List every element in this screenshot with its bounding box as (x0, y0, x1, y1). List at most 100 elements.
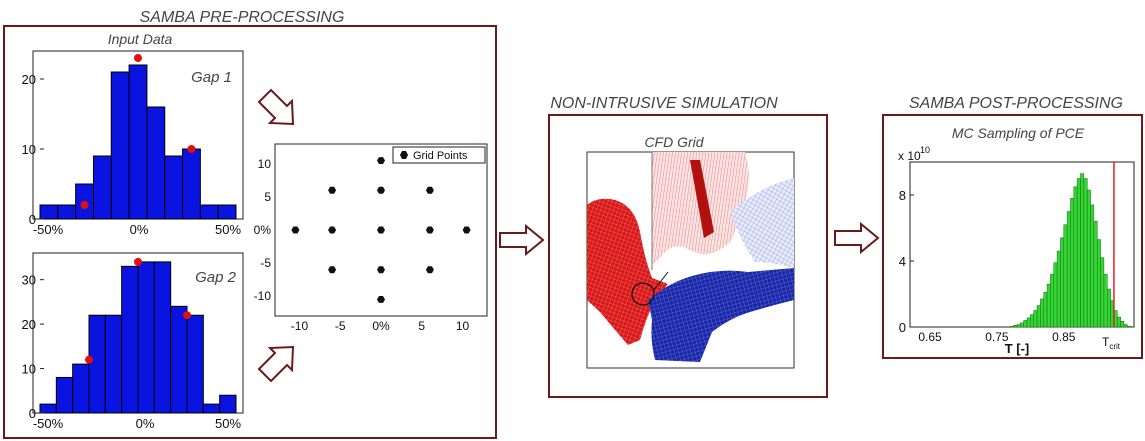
gap1-markers (80, 54, 196, 209)
grid-point (425, 266, 434, 274)
grid-y-tick-label: -5 (260, 256, 271, 270)
mc-bar (1123, 324, 1128, 328)
gap2-y-tick-label: 20 (22, 317, 36, 332)
gap2-bar (186, 314, 204, 414)
mc-bar (1036, 305, 1041, 328)
simulation-frame (548, 114, 828, 398)
gap1-x-tick-label: 50% (215, 222, 241, 237)
mc-bar (1073, 186, 1078, 328)
mc-bar (1020, 322, 1024, 328)
mc-bar (1046, 283, 1051, 328)
mc-bar (1070, 198, 1075, 328)
gap2-x-tick-label: 0% (136, 416, 155, 431)
gap2-marker (134, 257, 142, 266)
mc-tcrit-sub: crit (1109, 342, 1120, 351)
grid-point (377, 296, 385, 303)
gap2-label: Gap 2 (195, 269, 237, 286)
grid-x-tick-label: 10 (456, 319, 470, 333)
gap2-bar (170, 305, 188, 414)
arrow-sim-to-post (834, 221, 880, 255)
mc-tcrit-label: Tcrit (1102, 335, 1121, 351)
gap1-label: Gap 1 (191, 69, 232, 86)
mc-bar (1083, 178, 1088, 328)
mc-x-axis-label: T [-] (1005, 341, 1030, 356)
arrow-gap2-to-grid (257, 345, 295, 383)
mc-histogram: x 10 10 0 4 8 0.65 0.75 0.85 T [-] Tcrit (898, 145, 1135, 356)
cfd-red-region (587, 198, 668, 345)
grid-x-tick-label: -10 (291, 319, 309, 333)
mc-x-tick-label: 0.75 (985, 330, 1009, 344)
gap2-x-tick-label: -50% (33, 416, 64, 431)
mc-bar (1120, 320, 1125, 328)
grid-points-plot: -10 -5 0% 5 10 10 5 0% -5 -10 Grid Points (254, 143, 488, 333)
mc-bar (1016, 324, 1021, 328)
mc-bar (1063, 224, 1068, 328)
mc-bar (1090, 204, 1095, 328)
grid-legend-marker (400, 151, 408, 159)
mc-bar (1033, 310, 1038, 328)
mc-bar (1096, 239, 1101, 328)
gap1-x-tick-label: 0% (130, 222, 149, 237)
gap2-bar (39, 403, 57, 414)
grid-point (328, 226, 337, 234)
grid-point (377, 226, 385, 234)
cfd-zoom-pointer (653, 271, 669, 291)
mc-tcrit-base: T (1102, 335, 1110, 349)
mc-x-ticks: 0.65 0.75 0.85 (918, 330, 1075, 344)
cfd-zoom-blue (730, 178, 794, 268)
simulation-title: NON-INTRUSIVE SIMULATION (550, 95, 778, 112)
grid-y-tick-label: 0% (254, 223, 272, 237)
gap1-bar (39, 204, 59, 220)
gap2-y-ticks: 0 10 20 30 (22, 273, 44, 421)
gap1-marker (187, 145, 196, 153)
gap1-bars (39, 64, 237, 220)
gap2-bar (153, 261, 172, 414)
mc-bar (1100, 257, 1105, 328)
gap1-x-tick-label: -50% (33, 222, 64, 237)
gap1-bar (92, 155, 112, 220)
gap2-bar (88, 314, 106, 414)
input-data-label: Input Data (108, 31, 173, 47)
grid-point (377, 157, 385, 164)
grid-point (328, 266, 337, 274)
gap1-y-tick-label: 10 (22, 142, 36, 157)
grid-y-tick-label: 5 (264, 190, 271, 204)
gap1-histogram: 0 10 20 -50% 0% 50% Gap 1 (22, 50, 244, 237)
mc-bar (1127, 325, 1131, 328)
mc-bar (1066, 211, 1071, 328)
mc-bar (1107, 288, 1111, 328)
gap1-y-tick-label: 20 (22, 72, 36, 87)
arrow-pre-to-sim (499, 223, 545, 257)
mc-bar (1030, 314, 1034, 328)
mc-y-tick-label: 8 (899, 188, 906, 203)
grid-point (377, 266, 385, 274)
grid-point (377, 186, 385, 194)
gap1-bar (57, 204, 77, 220)
grid-points (291, 157, 471, 303)
cfd-grid-label: CFD Grid (644, 134, 704, 150)
mc-bar (1050, 273, 1055, 328)
grid-x-tick-label: 0% (372, 319, 390, 333)
gap2-bar (72, 363, 90, 414)
mc-bar (1043, 292, 1048, 328)
gap1-y-tick-label: 0 (29, 212, 36, 227)
gap2-y-tick-label: 0 (29, 406, 36, 421)
gap1-x-ticks: -50% 0% 50% (33, 222, 242, 237)
grid-x-tick-label: -5 (335, 319, 346, 333)
gap1-bar (128, 64, 148, 220)
grid-point (425, 226, 434, 234)
grid-y-tick-label: -10 (254, 289, 272, 303)
gap2-markers (85, 257, 191, 364)
mc-exponent-power: 10 (920, 145, 930, 155)
mc-bar (1026, 317, 1031, 328)
grid-x-ticks: -10 -5 0% 5 10 (291, 319, 470, 333)
gap2-bar (55, 376, 74, 414)
gap2-y-tick-label: 10 (22, 362, 36, 377)
gap1-bar (199, 204, 219, 220)
mc-exponent-base: x 10 (898, 149, 921, 163)
grid-y-tick-label: 10 (258, 157, 272, 171)
mc-y-ticks: 0 4 8 (899, 188, 914, 335)
mc-bar (1080, 173, 1085, 328)
cfd-zoom-circle (631, 282, 655, 306)
